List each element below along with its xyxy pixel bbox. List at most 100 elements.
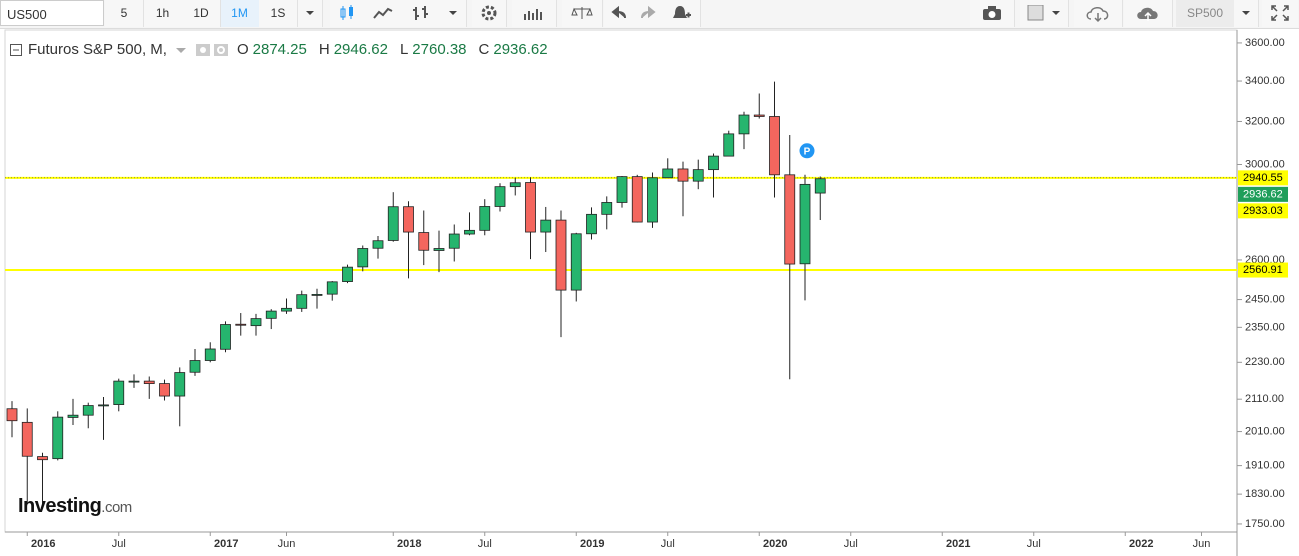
candle-body — [311, 294, 323, 296]
candle-body — [586, 213, 597, 235]
candle-body — [631, 176, 643, 223]
candle-body — [21, 421, 33, 457]
ohlc-value: 2760.38 — [412, 41, 467, 58]
candle-body — [52, 416, 64, 460]
x-tick-label: 2016 — [31, 538, 55, 550]
compare-symbol[interactable]: SP500 — [1176, 0, 1235, 27]
x-tick-label: 2021 — [946, 538, 970, 550]
price-label-box — [1238, 170, 1288, 186]
alert-button[interactable] — [662, 0, 701, 27]
toolbar: US500 SP500 5 1h 1D 1M 1S — [0, 0, 1299, 29]
y-tick-label: 3600.00 — [1245, 37, 1285, 49]
candle-body — [647, 177, 658, 223]
ohlc-values: O 2874.25 H 2946.62 L 2760.38 C 2936.62 — [237, 41, 548, 58]
y-tick-label: 3000.00 — [1245, 158, 1285, 170]
interval-button[interactable]: 1D — [182, 0, 221, 27]
x-tick-label: Jul — [1027, 538, 1041, 550]
annotation-label: P — [804, 146, 811, 157]
y-tick-label: 3200.00 — [1245, 115, 1285, 127]
load-button[interactable] — [1074, 0, 1123, 27]
symbol-input[interactable]: US500 — [0, 0, 104, 26]
candle-body — [82, 405, 94, 416]
x-tick-label: 2020 — [763, 538, 787, 550]
candle-body — [769, 116, 780, 176]
snapshot-button[interactable] — [970, 0, 1015, 27]
compare-button[interactable] — [562, 0, 603, 27]
bars-button[interactable] — [402, 0, 441, 27]
ohlc-field: C 2936.62 — [479, 41, 548, 58]
candle-body — [326, 281, 338, 295]
x-tick-label: 2019 — [580, 538, 604, 550]
y-tick-label: 2110.00 — [1245, 393, 1284, 405]
candle-body — [37, 456, 48, 461]
candle-body — [113, 380, 125, 405]
candle-body — [448, 233, 460, 249]
candle-body — [616, 176, 628, 203]
indicators-button[interactable] — [512, 0, 557, 27]
candle-body — [570, 233, 582, 291]
ohlc-key: O — [236, 41, 249, 58]
settings-button[interactable] — [472, 0, 507, 27]
ohlc-field: L 2760.38 — [400, 41, 467, 58]
candle-body — [220, 324, 231, 350]
candle-body — [357, 248, 369, 268]
x-tick-label: 2018 — [397, 538, 421, 550]
collapse-icon[interactable] — [10, 43, 22, 56]
candle-body — [738, 114, 750, 135]
y-tick-label: 2350.00 — [1245, 321, 1285, 333]
candle-body — [296, 294, 308, 309]
candles-button[interactable] — [330, 0, 365, 27]
candle-body — [784, 174, 796, 265]
x-tick-label: Jul — [844, 538, 858, 550]
line-chart-button[interactable] — [364, 0, 403, 27]
dropdown[interactable] — [298, 0, 323, 27]
interval-button[interactable]: 1S — [259, 0, 298, 27]
price-label: 2940.55 — [1243, 172, 1283, 184]
price-label-box — [1238, 186, 1288, 202]
candle-body — [387, 206, 399, 241]
candle-body — [6, 408, 18, 422]
y-tick-label: 1910.00 — [1245, 460, 1285, 472]
y-tick-label: 2010.00 — [1245, 425, 1285, 437]
candle-body — [540, 219, 552, 233]
dropdown[interactable] — [1234, 0, 1259, 27]
candle-body — [814, 178, 826, 194]
y-tick-label: 1830.00 — [1245, 488, 1285, 500]
plot-area — [4, 29, 1238, 533]
candle-body — [433, 248, 445, 251]
candle-body — [494, 186, 506, 207]
candle-body — [189, 360, 201, 373]
brand-name: Investing — [18, 495, 102, 517]
candle-body — [67, 414, 79, 418]
series-icons[interactable] — [195, 43, 231, 57]
redo-button[interactable] — [634, 0, 663, 27]
price-label-box — [1238, 203, 1288, 219]
candle-body — [265, 310, 277, 319]
y-tick-label: 3400.00 — [1245, 75, 1285, 87]
candle-body — [692, 169, 704, 182]
x-tick-label: 2022 — [1129, 538, 1153, 550]
menu-arrow[interactable] — [173, 45, 189, 55]
x-tick-label: Jun — [278, 538, 296, 550]
interval-button[interactable]: 5 — [105, 0, 144, 27]
x-tick-label: Jul — [661, 538, 675, 550]
dropdown[interactable] — [440, 0, 467, 27]
ohlc-value: 2874.25 — [252, 41, 307, 58]
interval-button[interactable]: 1h — [143, 0, 183, 27]
candle-body — [204, 348, 216, 361]
interval-button[interactable]: 1M — [220, 0, 260, 27]
candle-body — [342, 266, 353, 282]
save-button[interactable] — [1124, 0, 1173, 27]
price-label: 2560.91 — [1243, 264, 1283, 276]
undo-button[interactable] — [604, 0, 635, 27]
ohlc-key: L — [399, 41, 409, 58]
price-label-box — [1238, 262, 1288, 278]
candle-body — [525, 182, 536, 233]
annotation-badge — [799, 143, 815, 159]
candle-body — [601, 202, 613, 215]
candle-body — [677, 168, 689, 182]
layout-button[interactable] — [1020, 0, 1069, 27]
fullscreen-button[interactable] — [1262, 0, 1298, 27]
candle-body — [708, 155, 719, 171]
